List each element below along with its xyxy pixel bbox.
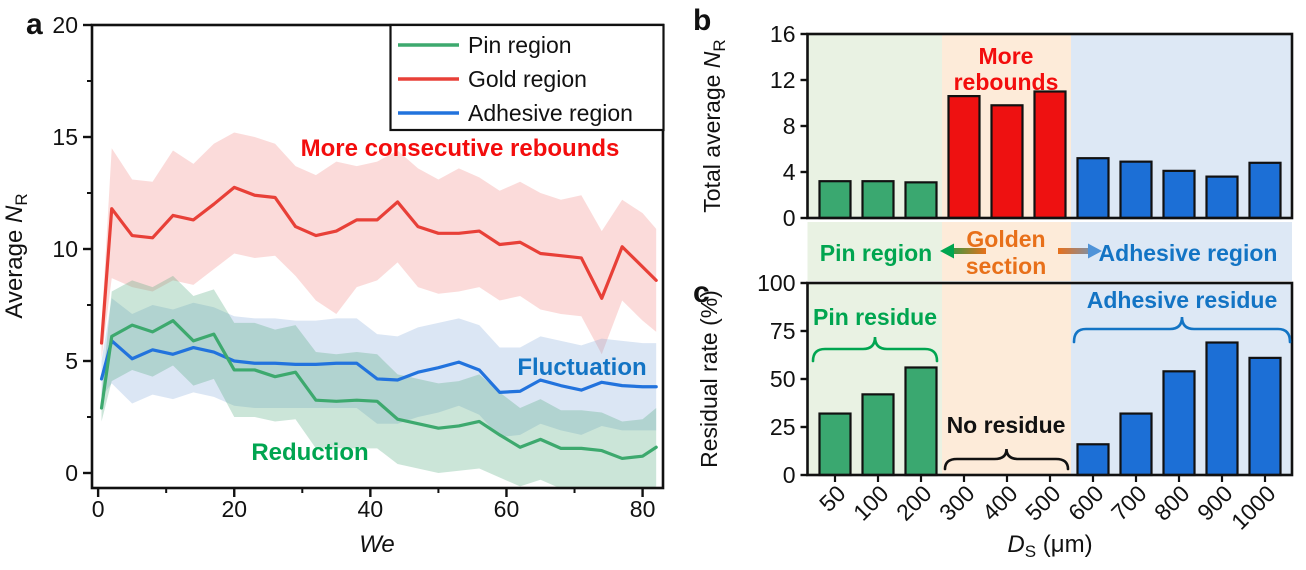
panel-c-bar-50: [818, 412, 852, 477]
x-axis-tick-label: 60: [494, 496, 520, 522]
panel-c-x-tick-label: 500: [1020, 480, 1066, 526]
no-residue-brace: [943, 448, 1070, 471]
panel-c-x-tick-label: 600: [1063, 480, 1109, 526]
panel-c-x-tick-label: 200: [891, 480, 937, 526]
annotation-adhesive-residue: Adhesive residue: [1087, 287, 1277, 313]
region-label-strip: [807, 222, 942, 281]
x-axis-label: We: [359, 531, 395, 558]
panel-c-x-tick-label: 1000: [1226, 480, 1281, 535]
panel-b-y-tick-label: 4: [783, 159, 796, 185]
panel-a-line-chart: 0 5 10 15 20 0 20 40 60 80 We Average NR Pin region G…: [1, 8, 665, 558]
panel-c-x-tick-label: 400: [977, 480, 1023, 526]
panel-c-x-axis-label: DS (μm): [1007, 531, 1092, 561]
annotation-fluctuation: Fluctuation: [517, 354, 646, 381]
panel-c-y-tick-label: 75: [770, 318, 796, 344]
legend-label-gold-region: Gold region: [468, 66, 587, 92]
panel-b-y-tick-label: 16: [770, 21, 796, 47]
annotation-pin-residue: Pin residue: [813, 304, 937, 330]
panel-b-bar-500: [1033, 90, 1067, 220]
panel-c-bar-600: [1076, 443, 1110, 477]
panel-c-bar-800: [1162, 370, 1196, 477]
panel-c-y-tick-label: 50: [770, 366, 796, 392]
panel-b-bar-700: [1119, 160, 1153, 220]
y-axis-tick-label: 10: [52, 236, 78, 262]
panel-c-x-tick-label: 300: [934, 480, 980, 526]
pin-region-error-band: [101, 275, 657, 488]
panel-letter-b: b: [693, 4, 711, 37]
panel-b-y-tick-label: 8: [783, 113, 796, 139]
panel-b-bar-100: [861, 180, 895, 220]
panel-c-y-tick-label: 100: [757, 270, 795, 296]
pin-residue-brace: [811, 336, 939, 363]
panel-b-bar-800: [1162, 169, 1196, 220]
annotation-no-residue: No residue: [947, 412, 1066, 438]
x-axis-tick-label: 20: [221, 496, 247, 522]
adhesive-region-error-band: [101, 298, 657, 438]
panel-c-x-tick-label: 50: [814, 480, 850, 516]
y-axis-tick-label: 0: [65, 460, 78, 486]
panel-c-y-tick-label: 0: [783, 462, 796, 488]
x-axis-tick-label: 0: [92, 496, 105, 522]
panel-c-x-tick-label: 800: [1149, 480, 1195, 526]
panel-c-x-tick-label: 100: [848, 480, 894, 526]
panel-c-bar-100: [861, 393, 895, 477]
panel-b-annotation-more-rebounds: rebounds: [954, 69, 1059, 95]
y-axis-tick-label: 20: [52, 12, 78, 38]
panel-letter-c: c: [693, 276, 710, 309]
panel-c-bar-700: [1119, 412, 1153, 477]
panel-b-y-tick-label: 12: [770, 67, 796, 93]
left-arrow-icon: [940, 243, 954, 259]
panel-b-bar-1000: [1248, 161, 1282, 220]
annotation-more-consecutive-rebounds: More consecutive rebounds: [301, 135, 620, 162]
plot-area: [99, 132, 658, 488]
region-label-strip: [1071, 222, 1292, 281]
region-label-adhesive: Adhesive region: [1099, 240, 1278, 266]
x-axis-tick-label: 40: [358, 496, 384, 522]
panel-c-bar-1000: [1248, 356, 1282, 477]
panel-b-annotation-more-rebounds: More: [979, 43, 1034, 69]
panel-b-bar-200: [904, 181, 938, 220]
region-label-golden-section: Golden: [966, 226, 1045, 252]
gold-region-line: [99, 185, 658, 345]
adhesive-residue-brace: [1072, 316, 1292, 344]
annotation-reduction: Reduction: [251, 439, 368, 466]
region-label-pin: Pin region: [820, 240, 932, 266]
legend-label-pin-region: Pin region: [468, 32, 572, 58]
panel-b-bar-50: [818, 180, 852, 220]
svg-text:Total average NR: Total average NR: [699, 39, 729, 212]
panel-c-region-strip: [942, 283, 1071, 475]
axes-frame: [90, 23, 665, 490]
panel-c-x-tick-label: 700: [1106, 480, 1152, 526]
panel-letter-a: a: [26, 8, 43, 41]
panel-c-y-axis-label: Residual rate (%): [696, 290, 722, 468]
y-axis-tick-label: 15: [52, 124, 78, 150]
region-label-golden-section: section: [966, 253, 1047, 279]
x-axis-tick-label: 80: [630, 496, 656, 522]
panel-b-bar-400: [990, 104, 1024, 220]
adhesive-region-line: [99, 339, 658, 394]
panel-c-bar-200: [904, 366, 938, 477]
panel-b-y-tick-label: 0: [783, 205, 796, 231]
panel-b-bar-300: [947, 94, 981, 220]
panel-b-bar-900: [1205, 175, 1239, 220]
svg-text:Average NR: Average NR: [1, 193, 31, 318]
right-arrow-icon: [1088, 243, 1102, 259]
panel-b-y-axis-label: Total average NR: [699, 39, 729, 212]
panel-b-bar-600: [1076, 157, 1110, 220]
y-axis-tick-label: 5: [65, 348, 78, 374]
y-axis-label: Average NR: [1, 193, 31, 318]
panel-c-bar-900: [1205, 341, 1239, 477]
panel-c-y-tick-label: 25: [770, 414, 796, 440]
pin-region-line: [99, 319, 658, 461]
svg-text:Residual rate (%): Residual rate (%): [696, 290, 722, 468]
legend-label-adhesive-region: Adhesive region: [468, 100, 633, 126]
